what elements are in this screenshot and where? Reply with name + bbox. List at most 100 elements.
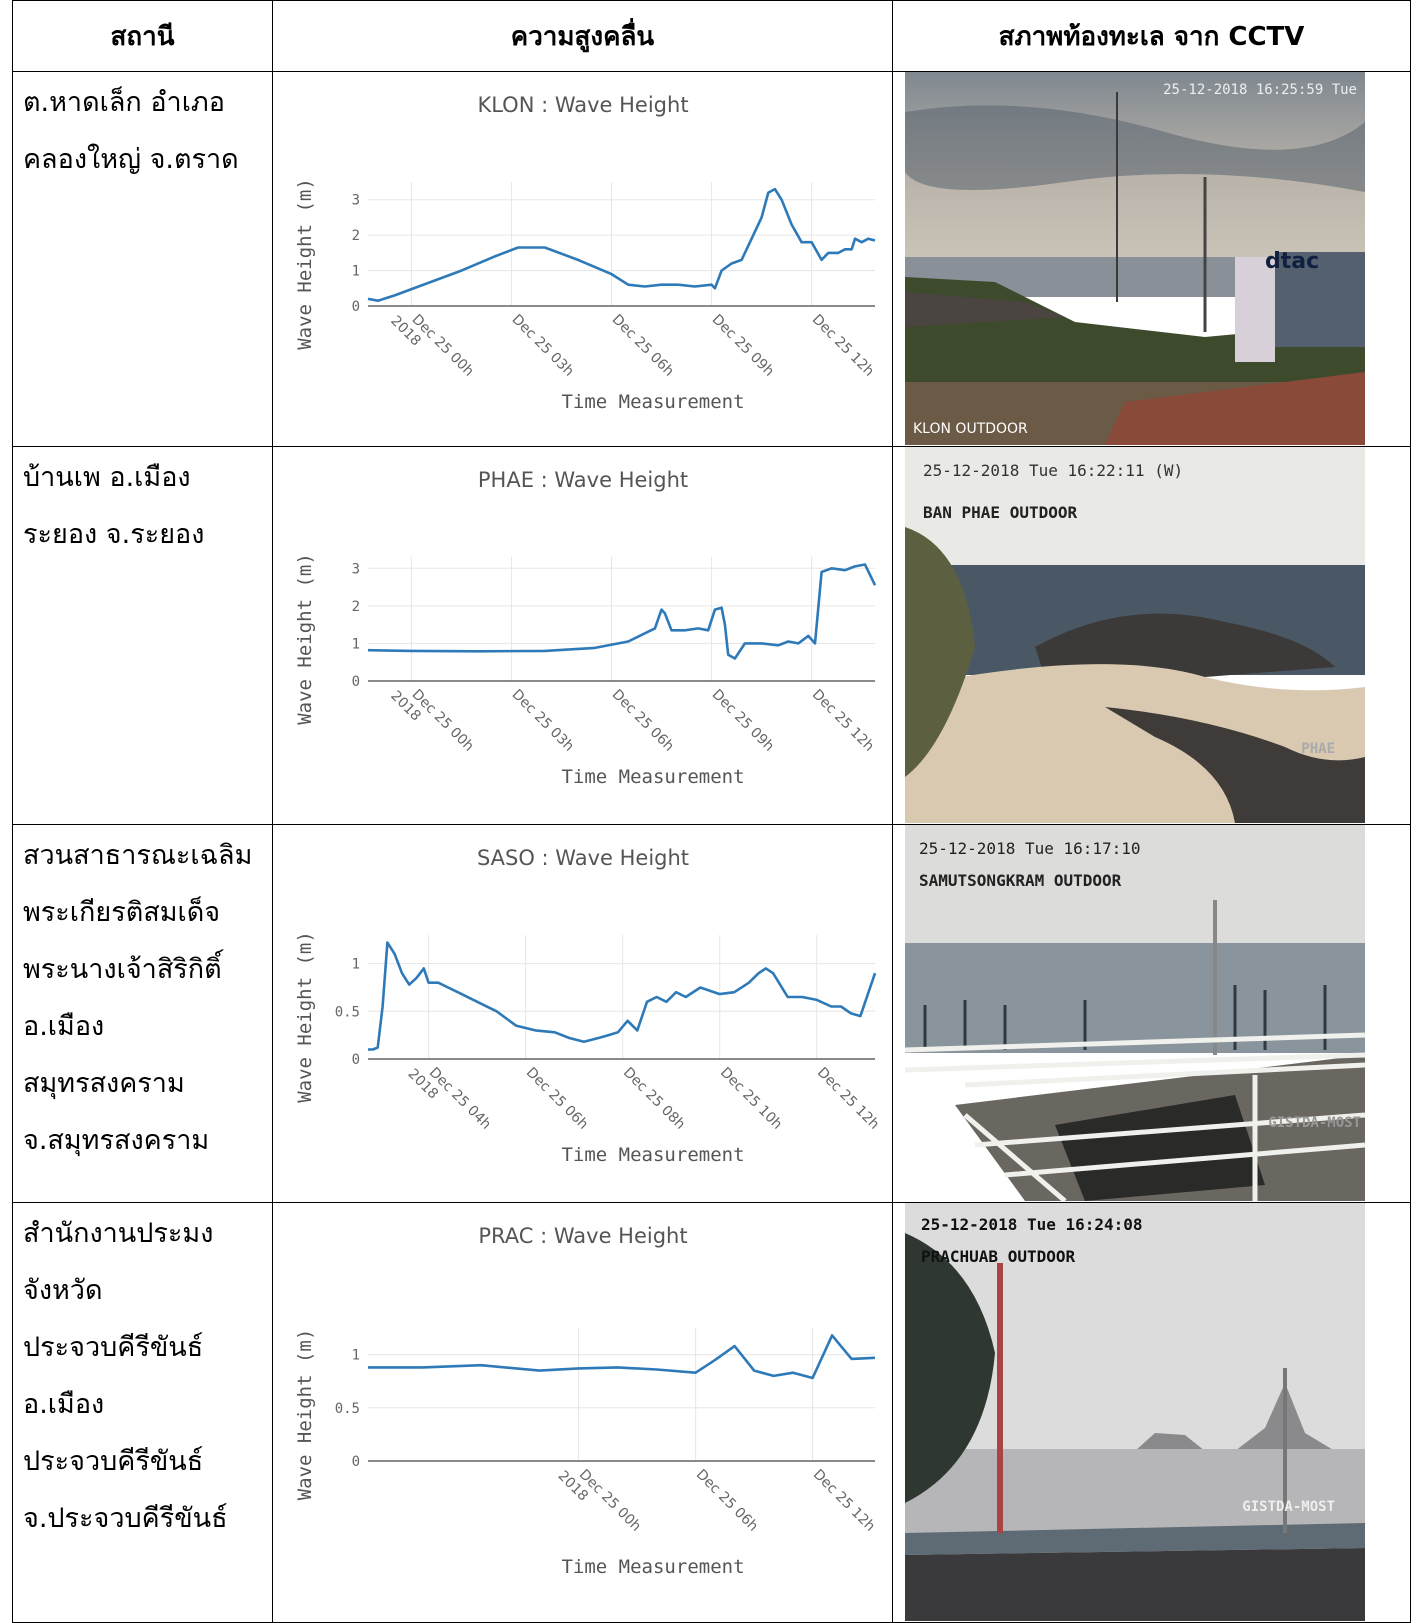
x-tick-label: Dec 25 03h: [509, 312, 577, 380]
station-row-phae: บ้านเพ อ.เมือง ระยอง จ.ระยอง PHAE : Wave…: [12, 446, 1411, 825]
x-tick-text: Dec 25 06h: [609, 312, 677, 380]
y-tick-label: 0: [352, 674, 360, 690]
cctv-image-klon: dtac 25-12-2018 16:25:59 Tue KLON OUTDOO…: [905, 72, 1365, 445]
y-tick-label: 1: [352, 636, 360, 652]
x-tick-text: Dec 25 09h: [709, 687, 777, 755]
cctv-label: PRACHUAB OUTDOOR: [921, 1247, 1076, 1266]
cctv-cell: 25-12-2018 Tue 16:24:08 PRACHUAB OUTDOOR…: [892, 1202, 1411, 1623]
cctv-label: SAMUTSONGKRAM OUTDOOR: [919, 871, 1122, 890]
x-tick-text: Dec 25 00h: [409, 312, 477, 380]
x-tick-text: Dec 25 12h: [810, 1467, 878, 1535]
station-row-klon: ต.หาดเล็ก อำเภอ คลองใหญ่ จ.ตราด KLON : W…: [12, 71, 1411, 447]
y-tick-label: 0.5: [335, 1004, 360, 1020]
y-tick-label: 3: [352, 561, 360, 577]
cctv-timestamp: 25-12-2018 Tue 16:24:08: [921, 1215, 1143, 1234]
y-axis-title: Wave Height (m): [294, 553, 316, 725]
cctv-scene: [905, 447, 1365, 823]
x-tick-text: Dec 25 12h: [814, 1065, 882, 1133]
x-tick-label: Dec 25 12h: [810, 1467, 878, 1535]
svg-text:dtac: dtac: [1265, 249, 1319, 274]
x-tick-text: Dec 25 06h: [523, 1065, 591, 1133]
wave-station-table: สถานี ความสูงคลื่น สภาพท้องทะเล จาก CCTV…: [12, 0, 1411, 1623]
wave-chart-cell: KLON : Wave Height 0 1 2 3 Dec 25 00h 2018 Dec …: [272, 71, 893, 447]
cctv-image-prac: 25-12-2018 Tue 16:24:08 PRACHUAB OUTDOOR…: [905, 1203, 1365, 1621]
y-axis-title: Wave Height (m): [294, 1329, 316, 1501]
cctv-timestamp: 25-12-2018 16:25:59 Tue: [1163, 82, 1357, 98]
x-tick-label: Dec 25 06h: [523, 1065, 591, 1133]
x-tick-label: Dec 25 12h: [809, 687, 877, 755]
x-tick-label: Dec 25 12h: [814, 1065, 882, 1133]
x-axis-title: Time Measurement: [561, 1144, 744, 1166]
y-tick-label: 0: [352, 1052, 360, 1068]
header-row: สถานี ความสูงคลื่น สภาพท้องทะเล จาก CCTV: [12, 0, 1411, 72]
station-name: สวนสาธารณะเฉลิม พระเกียรติสมเด็จ พระนางเ…: [12, 824, 273, 1203]
wave-height-series: [367, 563, 877, 660]
wave-chart-cell: PRAC : Wave Height 0 0.5 1 Dec 25 00h 2018 Dec…: [272, 1202, 893, 1623]
wave-chart-cell: SASO : Wave Height 0 0.5 1 Dec 25 04h 2018 Dec…: [272, 824, 893, 1203]
chart-title: KLON : Wave Height: [477, 93, 688, 117]
y-tick-label: 0.5: [335, 1401, 360, 1417]
header-station: สถานี: [12, 0, 273, 72]
y-tick-label: 1: [352, 1348, 360, 1364]
y-axis-title: Wave Height (m): [294, 178, 316, 350]
station-row-prac: สำนักงานประมง จังหวัด ประจวบคีรีขันธ์ อ.…: [12, 1202, 1411, 1623]
cctv-watermark: GISTDA-MOST: [1242, 1499, 1335, 1515]
wave-height-series: [367, 187, 876, 302]
x-tick-text: Dec 25 03h: [509, 312, 577, 380]
cctv-scene: [905, 1203, 1365, 1621]
cctv-watermark: GISTDA-MOST: [1268, 1115, 1361, 1131]
x-axis-title: Time Measurement: [561, 766, 744, 788]
station-name: สำนักงานประมง จังหวัด ประจวบคีรีขันธ์ อ.…: [12, 1202, 273, 1623]
x-axis-title: Time Measurement: [561, 391, 744, 413]
x-tick-label: Dec 25 09h: [709, 312, 777, 380]
cctv-image-phae: 25-12-2018 Tue 16:22:11 (W) BAN PHAE OUT…: [905, 447, 1365, 823]
station-name: บ้านเพ อ.เมือง ระยอง จ.ระยอง: [12, 446, 273, 825]
x-tick-label: Dec 25 06h: [693, 1467, 761, 1535]
x-tick-text: Dec 25 12h: [809, 687, 877, 755]
y-tick-label: 2: [352, 599, 360, 615]
wave-height-series: [368, 941, 877, 1051]
chart-title: PRAC : Wave Height: [478, 1224, 687, 1248]
cctv-label: BAN PHAE OUTDOOR: [923, 503, 1078, 522]
x-tick-text: Dec 25 12h: [809, 312, 877, 380]
wave-height-series: [368, 1334, 876, 1380]
x-tick-label: Dec 25 12h: [809, 312, 877, 380]
x-tick-text: Dec 25 06h: [693, 1467, 761, 1535]
x-tick-text: Dec 25 00h: [409, 687, 477, 755]
cctv-scene: dtac: [905, 72, 1365, 445]
station-name: ต.หาดเล็ก อำเภอ คลองใหญ่ จ.ตราด: [12, 71, 273, 447]
y-tick-label: 0: [352, 1454, 360, 1470]
cctv-cell: 25-12-2018 Tue 16:22:11 (W) BAN PHAE OUT…: [892, 446, 1411, 825]
y-tick-label: 3: [352, 193, 360, 209]
cctv-cell: dtac 25-12-2018 16:25:59 Tue KLON OUTDOO…: [892, 71, 1411, 447]
x-tick-text: Dec 25 09h: [709, 312, 777, 380]
x-tick-label: Dec 25 10h: [717, 1065, 785, 1133]
cctv-timestamp: 25-12-2018 Tue 16:22:11 (W): [923, 461, 1184, 480]
x-tick-label: Dec 25 06h: [609, 312, 677, 380]
x-tick-label: Dec 25 06h: [609, 687, 677, 755]
header-cctv: สภาพท้องทะเล จาก CCTV: [892, 0, 1411, 72]
chart-title: SASO : Wave Height: [477, 846, 689, 870]
x-tick-text: Dec 25 10h: [717, 1065, 785, 1133]
x-tick-text: Dec 25 06h: [609, 687, 677, 755]
station-row-saso: สวนสาธารณะเฉลิม พระเกียรติสมเด็จ พระนางเ…: [12, 824, 1411, 1203]
x-tick-text: Dec 25 03h: [509, 687, 577, 755]
y-tick-label: 2: [352, 228, 360, 244]
header-wave-height: ความสูงคลื่น: [272, 0, 893, 72]
y-tick-label: 0: [352, 299, 360, 315]
cctv-watermark: PHAE: [1301, 741, 1335, 757]
y-tick-label: 1: [352, 957, 360, 973]
x-tick-label: Dec 25 09h: [709, 687, 777, 755]
y-tick-label: 1: [352, 264, 360, 280]
cctv-timestamp: 25-12-2018 Tue 16:17:10: [919, 839, 1141, 858]
cctv-label: KLON OUTDOOR: [913, 421, 1028, 437]
x-tick-text: Dec 25 08h: [620, 1065, 688, 1133]
